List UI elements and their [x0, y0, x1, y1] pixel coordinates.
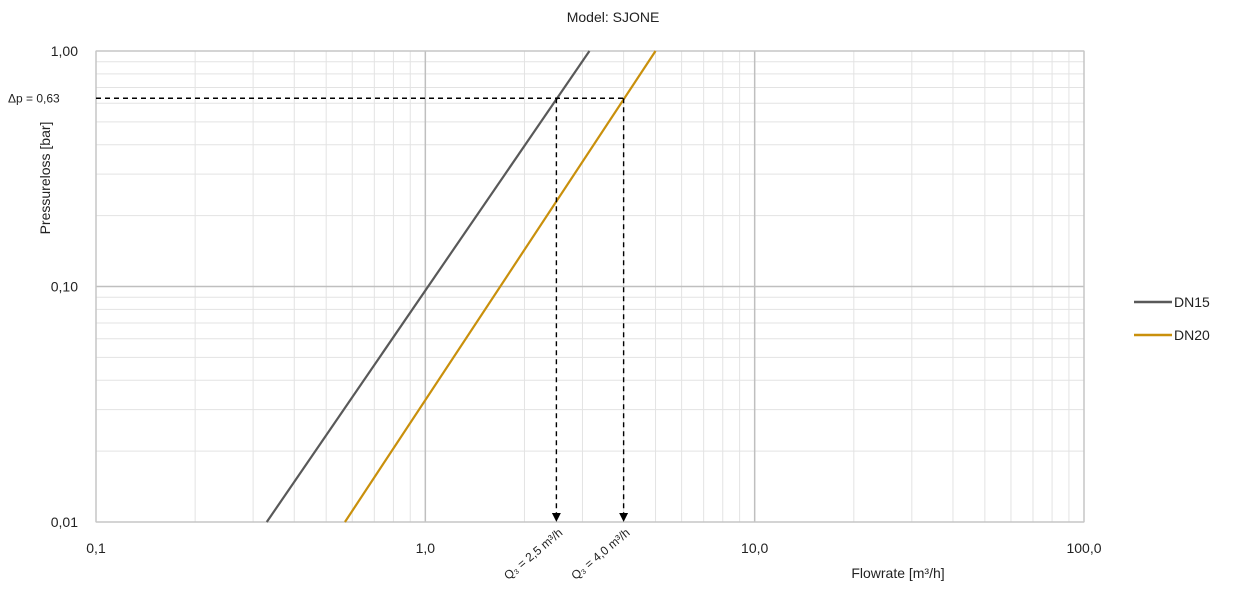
series-layer	[265, 50, 657, 523]
q3-dn20-annotation-label: Q₃ = 4,0 m³/h	[568, 526, 632, 583]
x-tick-label: 1,0	[416, 540, 436, 556]
legend-label-dn20: DN20	[1174, 327, 1210, 343]
x-tick-label: 10,0	[741, 540, 768, 556]
q3-dn15-annotation-label: Q₃ = 2,5 m³/h	[501, 526, 565, 583]
x-axis-title: Flowrate [m³/h]	[851, 565, 944, 581]
legend: DN15 DN20	[1134, 294, 1210, 343]
y-tick-label: 0,10	[51, 279, 78, 295]
annotation-layer: Δp = 0,63 Q₃ = 2,5 m³/h Q₃ = 4,0 m³/h	[8, 91, 633, 582]
dp-annotation-label: Δp = 0,63	[8, 91, 60, 105]
legend-label-dn15: DN15	[1174, 294, 1210, 310]
y-axis-title: Pressureloss [bar]	[37, 122, 53, 235]
y-tick-label: 1,00	[51, 43, 78, 59]
chart-title: Model: SJONE	[567, 9, 660, 25]
y-tick-label: 0,01	[51, 514, 78, 530]
x-tick-label: 0,1	[86, 540, 106, 556]
plot-frame	[95, 50, 1085, 523]
series-line-dn20	[344, 50, 657, 523]
y-tick-labels: 0,01 0,10 1,00	[51, 43, 78, 530]
series-line-dn15	[265, 50, 591, 523]
x-tick-labels: 0,1 1,0 10,0 100,0	[86, 540, 1101, 556]
x-tick-label: 100,0	[1066, 540, 1101, 556]
